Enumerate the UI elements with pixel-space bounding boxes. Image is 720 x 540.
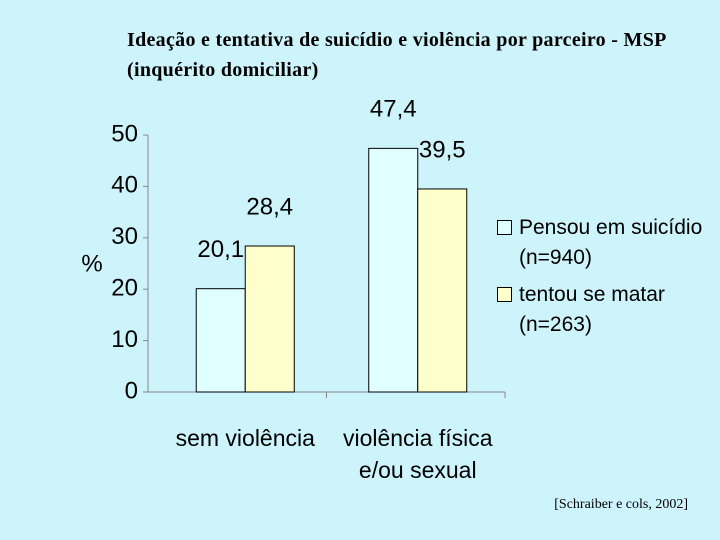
bar xyxy=(368,147,419,393)
value-label: 39,5 xyxy=(419,136,466,163)
source: [Schraiber e cols, 2002] xyxy=(554,497,688,512)
legend-item: Pensou em suicídio (n=940) xyxy=(497,213,712,273)
y-tick-label: 30 xyxy=(111,223,138,250)
chart-title: Ideação e tentativa de suicídio e violên… xyxy=(127,29,666,81)
bar xyxy=(244,245,295,393)
legend-item: tentou se matar (n=263) xyxy=(497,280,712,340)
y-tick-label: 0 xyxy=(125,377,138,404)
x-tick-label: violência física e/ou sexual xyxy=(342,425,493,483)
x-tick-label: sem violência xyxy=(175,425,315,451)
y-tick-label: 10 xyxy=(111,326,138,353)
legend-label: Pensou em suicídio (n=940) xyxy=(519,216,703,269)
legend-swatch xyxy=(497,287,512,302)
bar xyxy=(417,188,468,393)
y-tick-label: 50 xyxy=(111,120,138,147)
legend-swatch xyxy=(497,220,512,235)
legend-label: tentou se matar (n=263) xyxy=(519,283,665,336)
bar xyxy=(195,288,246,393)
value-label: 28,4 xyxy=(246,193,293,220)
y-tick-label: 20 xyxy=(111,275,138,302)
y-axis-label: % xyxy=(81,250,102,277)
value-label: 47,4 xyxy=(370,96,417,123)
y-tick-label: 40 xyxy=(111,172,138,199)
value-label: 20,1 xyxy=(197,236,244,263)
